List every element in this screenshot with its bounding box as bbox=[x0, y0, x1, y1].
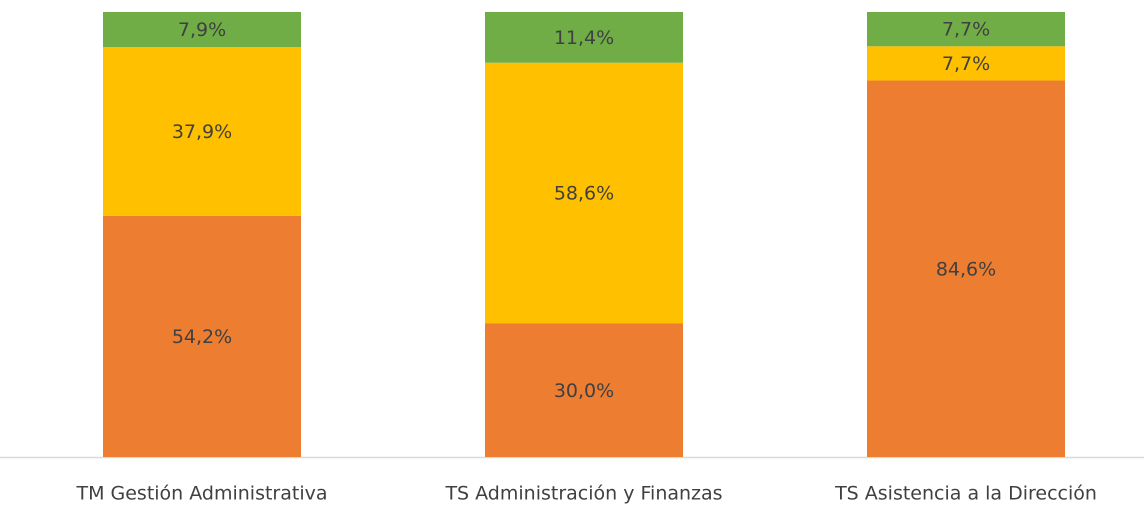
bar-segment bbox=[103, 47, 301, 216]
x-tick-label: TS Administración y Finanzas bbox=[444, 483, 722, 505]
bar-segment bbox=[103, 215, 301, 457]
data-label: 30,0% bbox=[554, 380, 614, 402]
bar-segment bbox=[867, 12, 1065, 47]
data-label: 11,4% bbox=[554, 27, 614, 49]
bar-segment bbox=[485, 62, 683, 324]
data-label: 7,9% bbox=[178, 19, 226, 41]
data-label: 84,6% bbox=[936, 258, 996, 280]
bar-segment bbox=[103, 12, 301, 48]
x-tick-label: TM Gestión Administrativa bbox=[75, 483, 327, 505]
bar-segment bbox=[485, 12, 683, 63]
data-label: 54,2% bbox=[172, 326, 232, 348]
bar-segment bbox=[867, 46, 1065, 81]
data-label: 7,7% bbox=[942, 53, 990, 75]
data-label: 7,7% bbox=[942, 19, 990, 41]
bar-segment bbox=[485, 323, 683, 457]
x-tick-label: TS Asistencia a la Dirección bbox=[834, 483, 1097, 505]
data-label: 58,6% bbox=[554, 183, 614, 205]
bar-segment bbox=[867, 80, 1065, 457]
data-label: 37,9% bbox=[172, 121, 232, 143]
